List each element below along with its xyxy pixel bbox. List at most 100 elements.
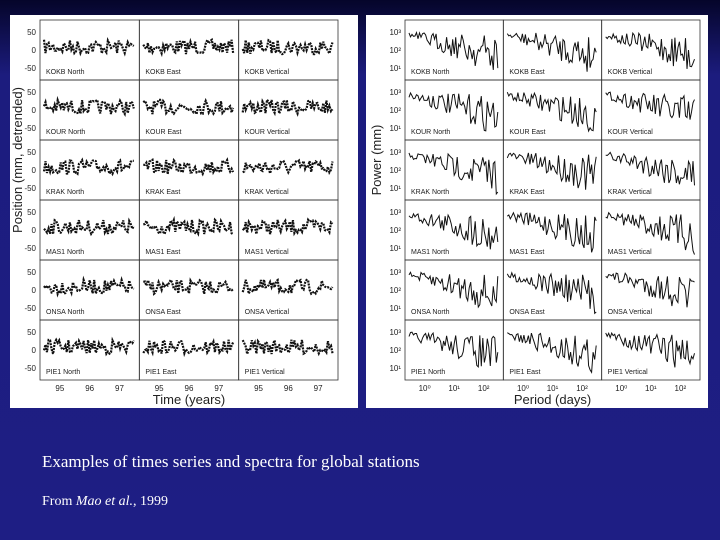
- panel-label: ONSA North: [411, 309, 450, 316]
- signal-texture: [142, 338, 235, 358]
- panel-label: KOKB North: [411, 69, 450, 76]
- x-axis-label: Time (years): [153, 392, 225, 407]
- panel-label: MAS1 East: [145, 249, 180, 256]
- x-tick-label: 10⁰: [517, 384, 529, 393]
- signal-texture: [506, 211, 597, 253]
- y-tick-label: 10³: [389, 208, 401, 217]
- signal-texture: [142, 97, 235, 117]
- signal-texture: [43, 217, 135, 237]
- x-tick-label: 97: [314, 384, 323, 393]
- panel-label: KOKB East: [509, 69, 544, 76]
- x-tick-label: 10¹: [645, 384, 657, 393]
- y-tick-label: 10²: [389, 346, 401, 355]
- y-tick-label: -50: [24, 64, 36, 73]
- panel-label: ONSA East: [145, 309, 180, 316]
- signal-texture: [605, 31, 695, 69]
- x-tick-label: 10⁰: [419, 384, 431, 393]
- right-figure: Power (mm) Period (days) 10³ 10² 10¹ KOKB Nor…: [369, 19, 701, 407]
- y-tick-label: 10¹: [389, 64, 401, 73]
- y-tick-label: 50: [27, 148, 36, 157]
- figures: Position (mm, detrended) Time (years) 50 0 -…: [10, 15, 708, 408]
- x-tick-label: 10⁰: [615, 384, 627, 393]
- y-tick-label: -50: [24, 364, 36, 373]
- signal-texture: [506, 32, 597, 72]
- panel-label: KRAK Vertical: [245, 189, 289, 196]
- signal-texture: [241, 336, 334, 357]
- y-tick-label: 10³: [389, 28, 401, 37]
- panel-label: KOUR Vertical: [608, 129, 654, 136]
- signal-texture: [143, 215, 234, 237]
- panel-label: KOUR East: [509, 129, 545, 136]
- panel-label: KOUR North: [411, 129, 450, 136]
- y-tick-label: -50: [24, 304, 36, 313]
- panel-label: KRAK North: [411, 189, 449, 196]
- signal-texture: [241, 38, 334, 57]
- y-tick-label: 10²: [389, 46, 401, 55]
- x-tick-label: 10²: [675, 384, 687, 393]
- panel-label: MAS1 North: [46, 249, 84, 256]
- y-tick-label: 50: [27, 88, 36, 97]
- panel-label: KRAK North: [46, 189, 84, 196]
- signal-texture: [605, 151, 695, 186]
- right-figure-panel: [366, 15, 708, 408]
- y-axis-label: Position (mm, detrended): [10, 87, 25, 233]
- y-tick-label: 50: [27, 28, 36, 37]
- x-tick-label: 96: [185, 384, 194, 393]
- y-tick-label: 10²: [389, 106, 401, 115]
- y-tick-label: 0: [32, 226, 37, 235]
- signal-texture: [506, 91, 597, 133]
- panel-label: KOUR Vertical: [245, 129, 291, 136]
- signal-texture: [408, 331, 499, 369]
- signal-texture: [242, 157, 334, 178]
- panel-label: PIE1 East: [145, 369, 176, 376]
- signal-texture: [241, 276, 334, 298]
- panel-label: KOUR North: [46, 129, 85, 136]
- panel-label: KRAK East: [509, 189, 544, 196]
- panel-label: PIE1 North: [411, 369, 445, 376]
- y-tick-label: -50: [24, 244, 36, 253]
- y-tick-label: 10²: [389, 226, 401, 235]
- signal-texture: [605, 211, 695, 255]
- y-tick-label: 10¹: [389, 244, 401, 253]
- x-tick-label: 97: [115, 384, 124, 393]
- panel-label: PIE1 East: [509, 369, 540, 376]
- panel-label: PIE1 Vertical: [245, 369, 286, 376]
- panel-label: ONSA North: [46, 309, 85, 316]
- panel-label: KOUR East: [145, 129, 181, 136]
- signal-texture: [408, 152, 499, 196]
- signal-texture: [241, 217, 334, 237]
- citation-prefix: From: [42, 494, 76, 509]
- subplot-frame: [238, 319, 339, 381]
- x-tick-label: 10¹: [448, 384, 460, 393]
- y-axis-label: Power (mm): [369, 125, 384, 196]
- citation: From Mao et al., 1999: [42, 494, 168, 510]
- signal-texture: [408, 91, 499, 132]
- y-tick-label: -50: [24, 184, 36, 193]
- x-tick-label: 10²: [576, 384, 588, 393]
- y-tick-label: 50: [27, 208, 36, 217]
- signal-texture: [42, 36, 135, 57]
- panel-label: KOKB East: [145, 69, 180, 76]
- signal-texture: [142, 37, 235, 58]
- y-tick-label: 10¹: [389, 364, 401, 373]
- citation-suffix: , 1999: [133, 494, 168, 509]
- panel-label: ONSA East: [509, 309, 544, 316]
- y-tick-label: 50: [27, 328, 36, 337]
- panel-label: KOKB Vertical: [245, 69, 290, 76]
- y-tick-label: 10²: [389, 286, 401, 295]
- x-tick-label: 95: [254, 384, 263, 393]
- signal-texture: [42, 95, 135, 117]
- y-tick-label: 10¹: [389, 304, 401, 313]
- left-figure: Position (mm, detrended) Time (years) 50 0 -…: [10, 19, 339, 407]
- signal-texture: [143, 156, 235, 177]
- panel-label: MAS1 Vertical: [608, 249, 652, 256]
- panel-label: KRAK Vertical: [608, 189, 652, 196]
- citation-authors: Mao et al.: [75, 494, 133, 509]
- panel-label: MAS1 East: [509, 249, 544, 256]
- panel-label: PIE1 Vertical: [608, 369, 649, 376]
- y-tick-label: 0: [32, 106, 37, 115]
- signal-texture: [605, 331, 695, 368]
- y-tick-label: 10³: [389, 88, 401, 97]
- panel-label: PIE1 North: [46, 369, 80, 376]
- y-tick-label: -50: [24, 124, 36, 133]
